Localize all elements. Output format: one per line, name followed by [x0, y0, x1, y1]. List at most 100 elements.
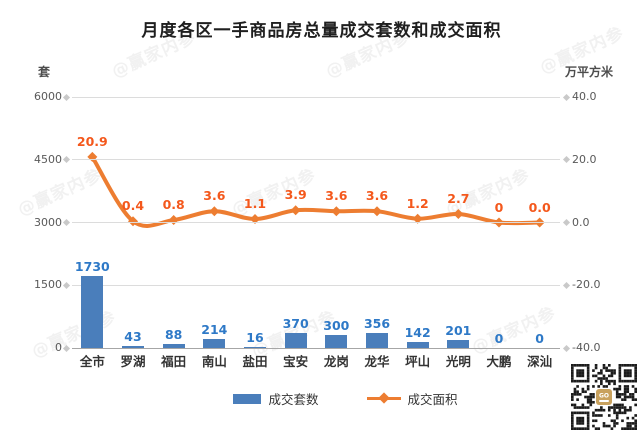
- qr-module: [576, 422, 579, 425]
- qr-module: [597, 377, 601, 380]
- bar-value-label: 1730: [74, 258, 110, 274]
- qr-module: [626, 416, 630, 420]
- qr-module: [586, 406, 590, 409]
- qr-module: [621, 398, 624, 401]
- qr-module: [581, 403, 585, 407]
- qr-module: [571, 414, 574, 417]
- qr-module: [626, 387, 630, 391]
- qr-module: [600, 414, 603, 417]
- qr-module: [623, 406, 627, 409]
- qr-module: [629, 427, 632, 430]
- qr-module: [629, 395, 632, 399]
- qr-module: [594, 374, 598, 378]
- right-axis-tick: -20.0: [572, 278, 601, 292]
- category-label: 龙华: [364, 354, 390, 369]
- qr-module: [571, 398, 574, 401]
- bar-value-label: 214: [201, 322, 228, 338]
- line-point-marker: [290, 205, 301, 216]
- qr-module: [578, 419, 582, 423]
- qr-module: [623, 385, 627, 388]
- qr-module: [600, 408, 603, 412]
- legend-label-units: 成交套数: [268, 392, 319, 407]
- qr-module: [626, 369, 630, 372]
- qr-module: [602, 408, 606, 412]
- qr-module: [581, 422, 585, 425]
- qr-module: [573, 427, 577, 430]
- qr-module: [576, 369, 579, 372]
- qr-module: [629, 406, 632, 409]
- line-value-label: 3.6: [203, 188, 226, 204]
- qr-module: [626, 374, 630, 378]
- qr-module: [605, 377, 608, 380]
- qr-module: [631, 398, 635, 401]
- bar: [406, 342, 429, 348]
- line-value-label: 1.2: [406, 195, 429, 211]
- qr-module: [571, 395, 574, 399]
- line-point-marker: [250, 214, 260, 225]
- qr-module: [578, 379, 582, 383]
- qr-module: [629, 408, 632, 412]
- qr-module: [618, 385, 622, 388]
- qr-module: [584, 364, 587, 367]
- qr-module: [586, 424, 590, 428]
- qr-module: [623, 408, 627, 412]
- qr-module: [576, 416, 579, 420]
- qr-module: [592, 395, 595, 399]
- qr-module: [610, 406, 614, 409]
- qr-module: [586, 395, 590, 399]
- qr-module: [571, 419, 574, 423]
- qr-module: [576, 406, 579, 409]
- qr-module: [631, 395, 635, 399]
- gridline-diamond-left: [62, 281, 71, 289]
- qr-module: [581, 416, 585, 420]
- gridline-diamond-right: [562, 281, 571, 289]
- bar-value-label: 0: [494, 331, 504, 346]
- bar-value-label: 201: [445, 322, 472, 338]
- qr-module: [626, 395, 630, 399]
- qr-module: [576, 427, 579, 430]
- bar-value-label: 356: [363, 316, 391, 332]
- qr-module: [571, 416, 574, 420]
- bar: [284, 332, 307, 348]
- qr-module: [594, 379, 598, 383]
- qr-module: [576, 379, 579, 383]
- qr-module: [623, 390, 627, 394]
- qr-module: [613, 424, 616, 428]
- qr-module: [573, 390, 577, 394]
- qr-module: [592, 419, 595, 423]
- qr-module: [592, 424, 595, 428]
- qr-module: [607, 379, 611, 383]
- legend-item-units: 成交套数: [233, 389, 319, 408]
- qr-module: [615, 406, 619, 409]
- gridline: [62, 93, 571, 101]
- qr-module: [613, 371, 616, 375]
- qr-module: [613, 403, 616, 407]
- right-axis-tick: 0.0: [572, 215, 590, 229]
- qr-module: [634, 371, 637, 375]
- qr-module: [605, 366, 608, 370]
- qr-module: [613, 408, 616, 412]
- qr-module: [597, 385, 601, 388]
- qr-module: [621, 403, 624, 407]
- qr-module: [626, 371, 630, 375]
- qr-module: [634, 424, 637, 428]
- gridline-diamond-left: [62, 156, 71, 164]
- legend-item-area: 成交面积: [366, 389, 458, 408]
- qr-module: [586, 411, 590, 415]
- qr-module: [597, 371, 601, 375]
- category-label: 盐田: [242, 354, 268, 369]
- qr-module: [586, 398, 590, 401]
- qr-module: [576, 411, 579, 415]
- qr-module: [584, 406, 587, 409]
- qr-module: [607, 364, 611, 367]
- qr-module: [629, 374, 632, 378]
- qr-module: [584, 427, 587, 430]
- category-label: 坪山: [405, 354, 431, 369]
- qr-module: [571, 403, 574, 407]
- qr-module: [600, 369, 603, 372]
- qr-module: [576, 390, 579, 394]
- qr-module: [571, 427, 574, 430]
- bar-value-label: 370: [282, 315, 309, 331]
- qr-module: [615, 390, 619, 394]
- qr-module: [576, 364, 579, 367]
